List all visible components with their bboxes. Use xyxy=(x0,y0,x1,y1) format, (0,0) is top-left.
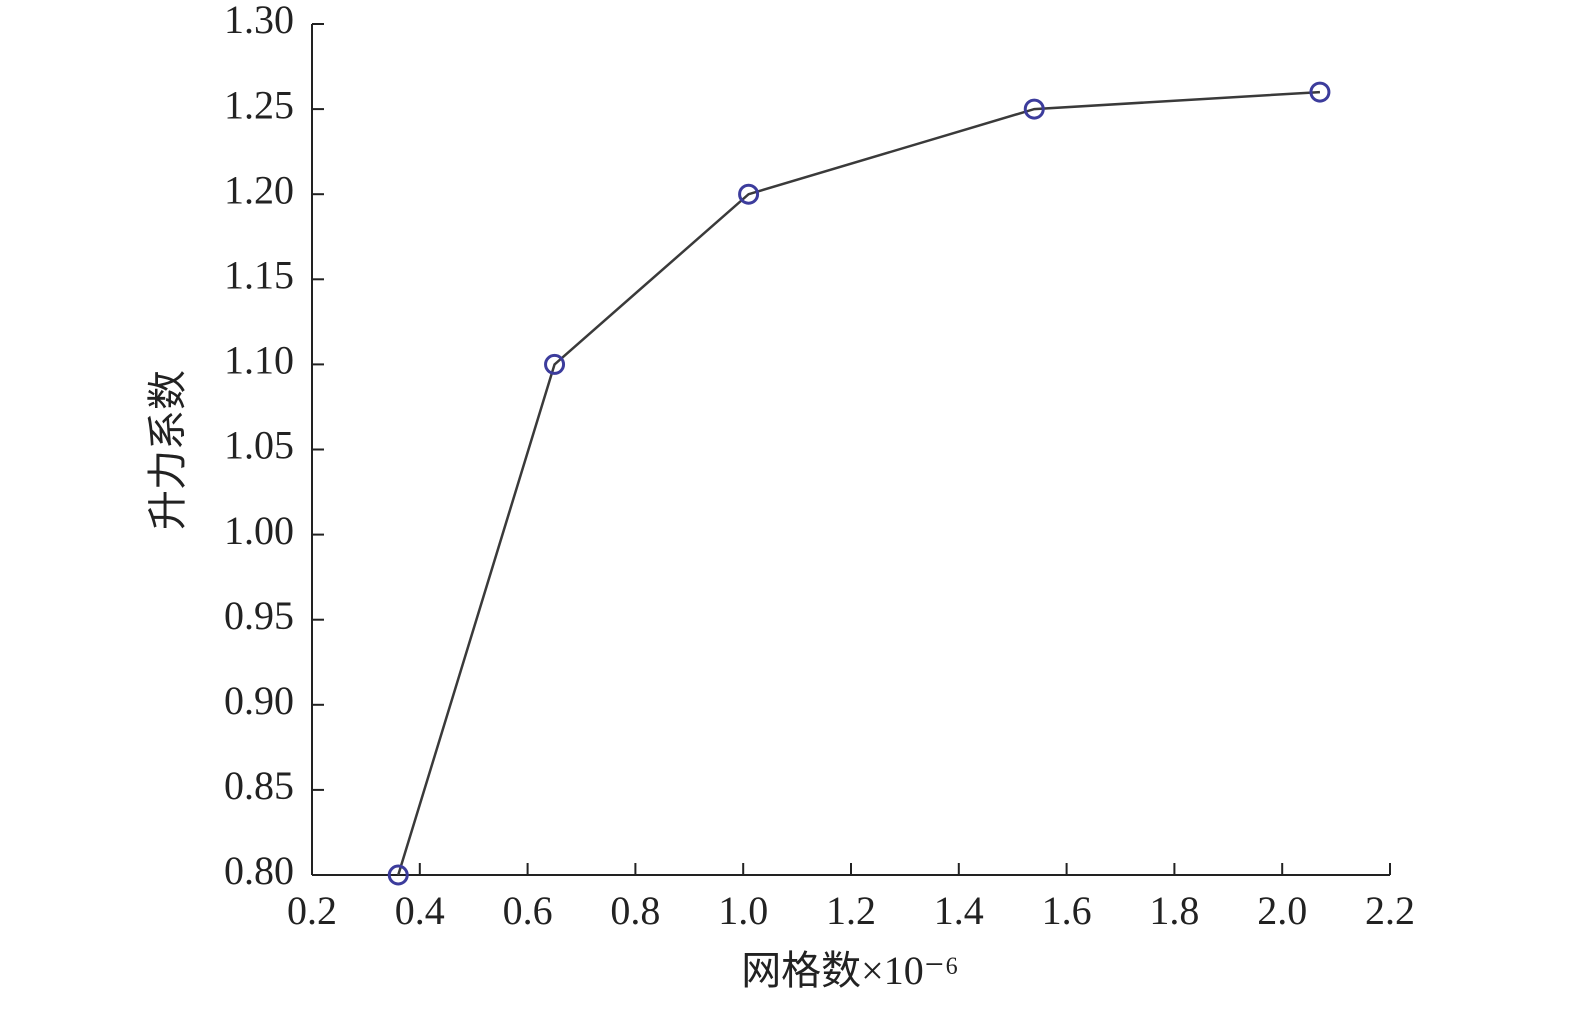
line xyxy=(397,90,1321,876)
x-tick-label: 1.4 xyxy=(934,888,984,933)
y-tick-label: 1.15 xyxy=(224,252,294,297)
x-tick-label: 1.8 xyxy=(1149,888,1199,933)
x-tick-label: 0.8 xyxy=(610,888,660,933)
x-tick-label: 2.0 xyxy=(1257,888,1307,933)
y-tick-label: 0.95 xyxy=(224,593,294,638)
y-tick-label: 1.05 xyxy=(224,423,294,468)
marker xyxy=(738,183,760,205)
x-tick-label: 1.2 xyxy=(826,888,876,933)
marker xyxy=(1309,81,1331,103)
x-tick-label: 0.6 xyxy=(503,888,553,933)
x-tick-label: 2.2 xyxy=(1365,888,1415,933)
y-tick-label: 1.30 xyxy=(224,0,294,42)
y-tick-label: 0.90 xyxy=(224,678,294,723)
x-axis-label: 网格数×10⁻⁶ xyxy=(741,948,959,993)
x-tick-label: 0.4 xyxy=(395,888,445,933)
marker xyxy=(1023,98,1045,120)
x-tick-label: 1.6 xyxy=(1042,888,1092,933)
y-axis-label: 升力系数 xyxy=(145,370,190,530)
y-tick-label: 1.20 xyxy=(224,167,294,212)
x-tick-label: 0.2 xyxy=(287,888,337,933)
y-tick-label: 1.10 xyxy=(224,338,294,383)
y-tick-label: 1.25 xyxy=(224,82,294,127)
marker xyxy=(544,353,566,375)
y-tick-label: 0.80 xyxy=(224,848,294,893)
y-tick-label: 0.85 xyxy=(224,763,294,808)
marker xyxy=(387,864,409,886)
y-tick-label: 1.00 xyxy=(224,508,294,553)
x-tick-label: 1.0 xyxy=(718,888,768,933)
